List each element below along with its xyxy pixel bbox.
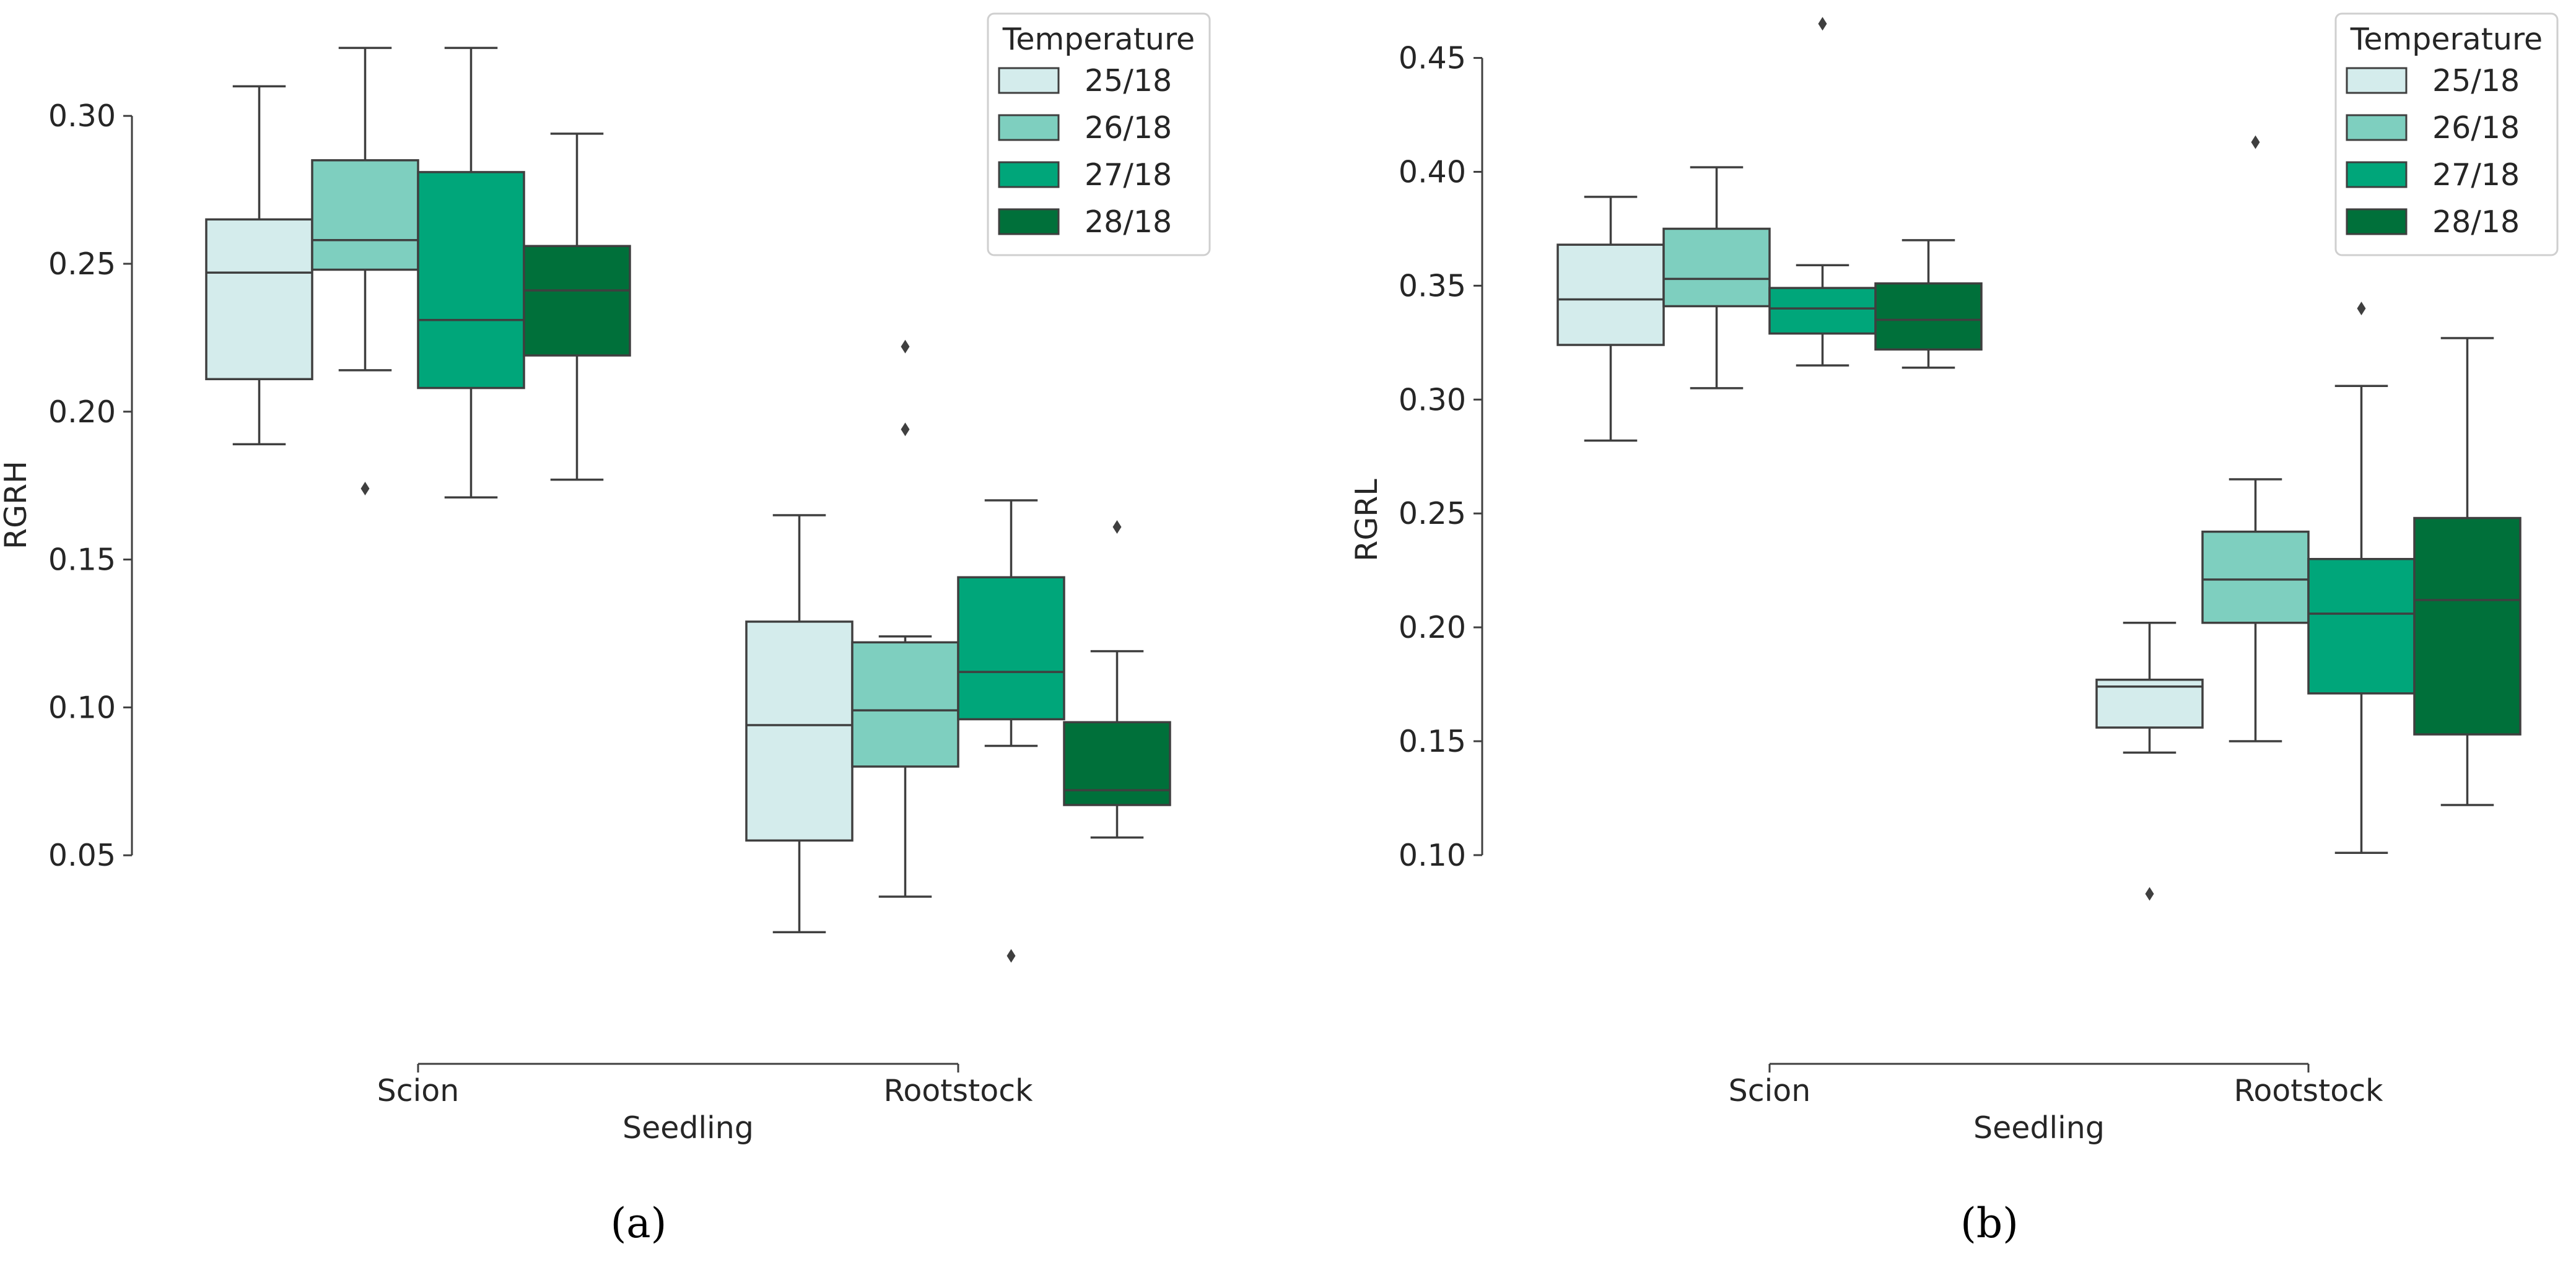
outlier-point [901, 339, 910, 354]
y-tick-label: 0.15 [48, 542, 116, 578]
panel-a: 0.05 0.10 0.15 0.20 0.25 0.30 Scion Rootstock Se… [0, 12, 1211, 1247]
box-body [745, 620, 854, 842]
y-tick-label: 0.30 [48, 98, 116, 134]
outlier-point [360, 481, 370, 495]
x-tick-label: Rootstock [2233, 1073, 2383, 1108]
box-body [1063, 721, 1171, 806]
legend-label: 26/18 [1085, 110, 1172, 146]
y-tick-label: 0.20 [48, 394, 116, 430]
panel-b: 0.10 0.15 0.20 0.25 0.30 0.35 0.40 0.45 Scion Roo… [1349, 12, 2559, 1247]
legend-swatch [998, 208, 1060, 235]
box-body [523, 245, 631, 357]
y-tick-label: 0.25 [48, 246, 116, 282]
legend-title: Temperature [1002, 22, 1195, 57]
legend-swatch [2346, 114, 2408, 141]
legend-swatch [998, 67, 1060, 94]
box-body [311, 159, 419, 271]
box-28/18-Scion [523, 133, 631, 481]
y-axis-label: RGRH [0, 461, 33, 549]
box-body [851, 641, 959, 768]
box-25/18-Rootstock [2095, 621, 2204, 901]
box-body [205, 218, 313, 380]
box-27/18-Rootstock [957, 499, 1065, 963]
box-body [2413, 516, 2521, 736]
box-26/18-Scion [1662, 166, 1771, 389]
outlier-point [901, 422, 910, 437]
panel-caption: (b) [1960, 1199, 2019, 1247]
legend-title: Temperature [2350, 22, 2543, 57]
legend-label: 26/18 [2432, 110, 2520, 146]
outlier-point [2357, 302, 2366, 316]
box-body [1874, 282, 1983, 351]
legend-swatch [2346, 67, 2408, 94]
outlier-point [2145, 887, 2154, 901]
box-26/18-Rootstock [2201, 135, 2310, 742]
panel-caption: (a) [611, 1199, 667, 1247]
legend-swatch [2346, 161, 2408, 188]
box-body [2201, 530, 2310, 624]
box-body [1768, 287, 1877, 335]
legend-label: 28/18 [1085, 204, 1172, 240]
y-tick-label: 0.05 [48, 838, 116, 873]
box-26/18-Rootstock [851, 339, 959, 898]
y-tick-label: 0.30 [1399, 382, 1466, 417]
outlier-point [1818, 17, 1827, 31]
y-tick-label: 0.20 [1399, 610, 1466, 645]
legend-label: 25/18 [1085, 63, 1172, 98]
y-tick-label: 0.45 [1399, 41, 1466, 76]
y-tick-label: 0.40 [1399, 154, 1466, 189]
box-25/18-Rootstock [745, 514, 854, 934]
y-tick-label: 0.15 [1399, 724, 1466, 759]
x-tick-label: Scion [1729, 1073, 1811, 1108]
legend-label: 27/18 [2432, 157, 2520, 193]
x-axis-label: Seedling [1973, 1110, 2105, 1146]
outlier-point [1112, 520, 1122, 534]
x-tick-label: Rootstock [883, 1073, 1033, 1108]
box-body [417, 171, 525, 389]
y-axis-label: RGRL [1349, 479, 1384, 562]
box-body [1557, 243, 1665, 346]
box-28/18-Rootstock [2413, 337, 2521, 806]
box-body [1662, 227, 1771, 308]
box-body [957, 576, 1065, 721]
x-axis-label: Seedling [622, 1110, 754, 1146]
box-25/18-Scion [1557, 196, 1665, 442]
box-body [2307, 558, 2416, 695]
box-body [2095, 678, 2204, 729]
y-tick-label: 0.25 [1399, 496, 1466, 531]
box-25/18-Scion [205, 85, 313, 446]
box-28/18-Rootstock [1063, 520, 1171, 839]
legend-label: 28/18 [2432, 204, 2520, 240]
y-tick-label: 0.10 [1399, 838, 1466, 873]
outlier-point [2251, 135, 2260, 149]
legend-label: 27/18 [1085, 157, 1172, 193]
legend-swatch [998, 161, 1060, 188]
box-27/18-Scion [417, 46, 525, 499]
box-27/18-Rootstock [2307, 302, 2416, 854]
x-tick-label: Scion [377, 1073, 460, 1108]
legend-label: 25/18 [2432, 63, 2520, 98]
y-tick-label: 0.35 [1399, 268, 1466, 303]
y-tick-label: 0.10 [48, 690, 116, 725]
outlier-point [1006, 949, 1016, 963]
legend-swatch [998, 114, 1060, 141]
legend-swatch [2346, 208, 2408, 235]
box-27/18-Scion [1768, 17, 1877, 367]
box-28/18-Scion [1874, 239, 1983, 369]
box-26/18-Scion [311, 46, 419, 495]
